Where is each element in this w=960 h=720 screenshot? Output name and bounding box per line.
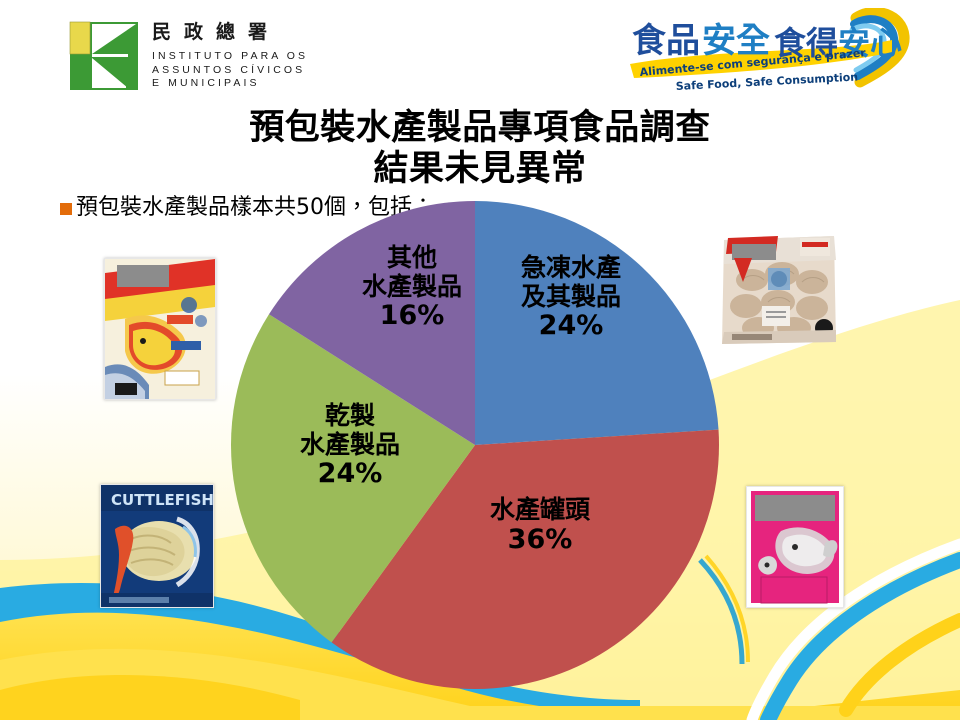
bullet-text: 預包裝水產製品樣本共50個，包括： xyxy=(76,195,434,220)
page-title: 預包裝水產製品專項食品調查 結果未見異常 xyxy=(0,108,960,189)
iacm-logo-pt-line2: ASSUNTOS CÍVICOS xyxy=(152,63,306,76)
cuttlefish-package: CUTTLEFISH xyxy=(100,484,214,608)
iacm-logo-mark xyxy=(68,20,140,92)
bullet-square-icon xyxy=(60,203,72,216)
pie-slice-2 xyxy=(230,314,475,643)
pie-slice-0 xyxy=(475,201,719,445)
food-safety-logo: 食品 安全 食得 安心 Alimente-se com segurança e … xyxy=(616,6,916,100)
iacm-logo-text: 民政總署 INSTITUTO PARA OS ASSUNTOS CÍVICOS … xyxy=(152,23,308,89)
dried-fish-snack-package xyxy=(104,258,216,400)
pie-slice-1 xyxy=(331,429,720,690)
pink-seafood-package xyxy=(746,486,844,608)
title-line-2: 結果未見異常 xyxy=(373,148,587,189)
iacm-logo-pt-line3: E MUNICIPAIS xyxy=(152,77,260,90)
iacm-logo-pt-line1: INSTITUTO PARA OS xyxy=(152,50,309,63)
svg-text:食得: 食得 xyxy=(774,24,838,62)
svg-text:安心: 安心 xyxy=(838,24,902,62)
frozen-shrimp-package xyxy=(718,232,840,348)
iacm-logo-chinese: 民政總署 xyxy=(152,21,281,44)
title-line-1: 預包裝水產製品專項食品調查 xyxy=(249,108,711,148)
bullet-item: 預包裝水產製品樣本共50個，包括： xyxy=(60,195,434,220)
pie-slice-3 xyxy=(268,201,475,445)
svg-text:CUTTLEFISH: CUTTLEFISH xyxy=(111,491,213,509)
svg-text:安全: 安全 xyxy=(702,21,770,61)
pie-chart-svg xyxy=(230,201,720,690)
pie-chart: 急凍水產 及其製品 24% 水產罐頭 36% 乾製 水產製品 24% 其他 水產… xyxy=(230,200,720,690)
svg-text:食品: 食品 xyxy=(632,21,700,61)
iacm-logo: 民政總署 INSTITUTO PARA OS ASSUNTOS CÍVICOS … xyxy=(68,14,358,98)
